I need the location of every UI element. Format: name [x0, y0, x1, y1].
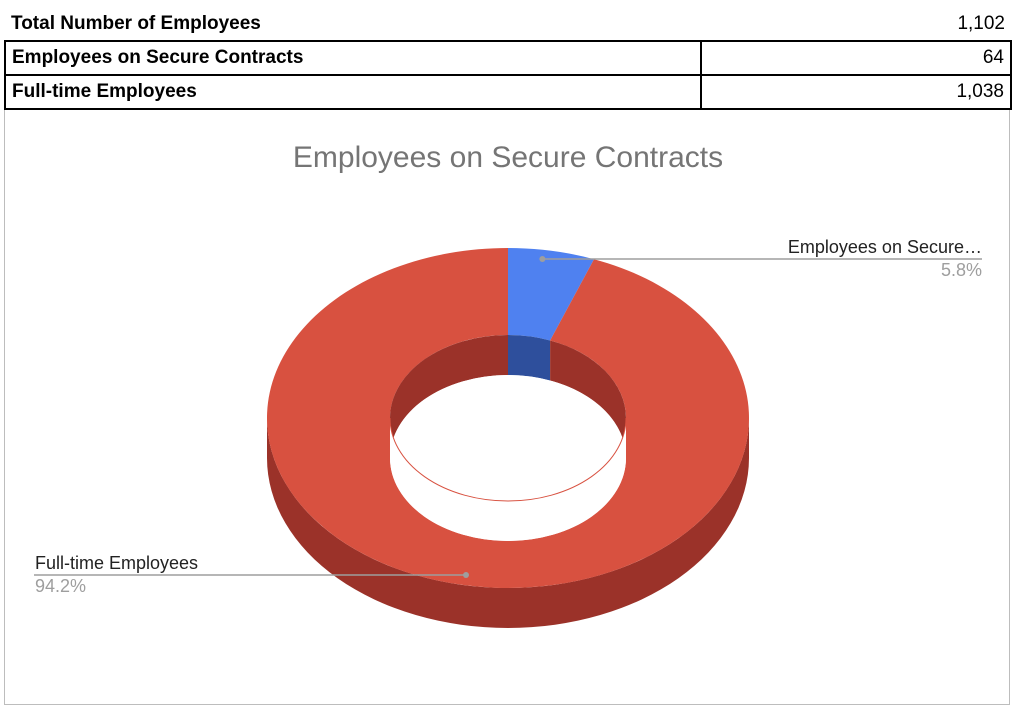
slice-labels: Employees on Secure… 5.8% Full-time Employ…	[34, 237, 982, 596]
inner-wall-right	[550, 340, 626, 458]
slice-full-time[interactable]	[267, 248, 750, 589]
summary-table: Total Number of Employees 1,102 Employee…	[4, 8, 1012, 110]
hole-front-gap	[390, 418, 626, 541]
slice-pct-secure: 5.8%	[941, 260, 982, 280]
table-row: Total Number of Employees 1,102	[5, 8, 1011, 41]
slice-pct-fulltime: 94.2%	[35, 576, 86, 596]
slice-secure-contracts[interactable]	[508, 248, 595, 341]
slice-label-secure: Employees on Secure…	[788, 237, 982, 257]
secure-contracts-label[interactable]: Employees on Secure Contracts	[4, 40, 702, 76]
total-employees-value[interactable]: 1,102	[957, 13, 1005, 34]
total-employees-label[interactable]: Total Number of Employees	[11, 13, 261, 34]
chart-frame[interactable]	[4, 110, 1010, 705]
leader-dot-secure	[539, 256, 546, 262]
secure-contracts-value[interactable]: 64	[700, 40, 1012, 76]
slice-label-fulltime: Full-time Employees	[35, 553, 198, 573]
table-row: Employees on Secure Contracts 64	[4, 40, 1012, 76]
leader-dot-fulltime	[463, 572, 469, 578]
table-row: Full-time Employees 1,038	[4, 74, 1012, 110]
inner-wall-blue	[508, 335, 551, 381]
full-time-label[interactable]: Full-time Employees	[4, 74, 702, 110]
donut-slices	[267, 248, 750, 589]
summary-table-wrap: Total Number of Employees 1,102 Employee…	[4, 8, 1012, 110]
chart-title: Employees on Secure Contracts	[293, 141, 723, 174]
donut-hole	[389, 335, 627, 541]
inner-wall-left	[390, 335, 508, 458]
full-time-value[interactable]: 1,038	[700, 74, 1012, 110]
hole-front-rim	[389, 417, 627, 502]
